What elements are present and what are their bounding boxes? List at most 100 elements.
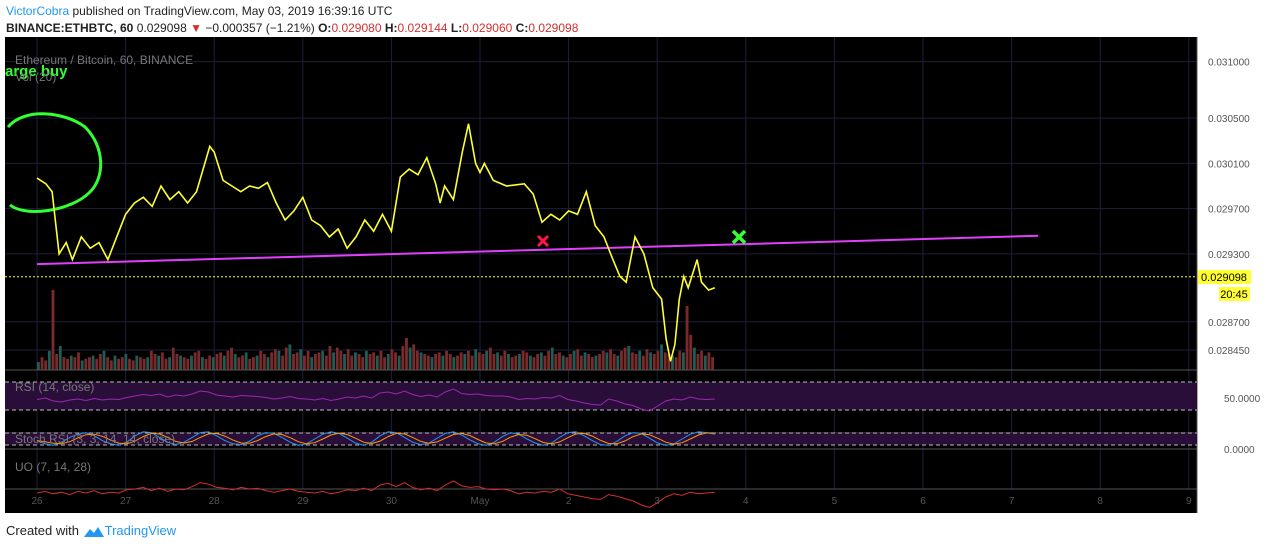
- volume-bar: [259, 350, 263, 370]
- volume-bar: [164, 358, 168, 370]
- rsi-label: RSI (14, close): [15, 380, 94, 394]
- volume-bar: [641, 355, 645, 370]
- volume-bar: [514, 355, 518, 370]
- high-value: 0.029144: [397, 21, 448, 35]
- volume-bar: [171, 347, 175, 370]
- volume-bar: [226, 350, 230, 370]
- volume-bar: [590, 357, 594, 370]
- volume-bar: [197, 350, 201, 370]
- volume-bar: [146, 357, 150, 370]
- down-triangle-icon: ▼: [190, 21, 202, 35]
- volume-bar: [248, 358, 252, 370]
- circle-annotation[interactable]: [6, 112, 103, 213]
- trend-line[interactable]: [36, 234, 1039, 266]
- volume-bar: [284, 347, 288, 370]
- volume-bar: [601, 350, 605, 370]
- volume-bar: [528, 355, 532, 370]
- volume-bar: [281, 355, 284, 370]
- volume-bar: [292, 354, 295, 370]
- volume-bar: [700, 350, 704, 370]
- chart-canvas[interactable]: arge buy Ethereum / Bitcoin, 60, BINANCE…: [5, 37, 1262, 513]
- volume-bar: [594, 355, 598, 370]
- y-tick-label: 0.028700: [1208, 318, 1250, 329]
- volume-bar: [237, 357, 241, 370]
- volume-bar: [492, 354, 496, 370]
- volume-bar: [401, 346, 405, 370]
- volume-bar: [660, 344, 663, 370]
- y-axis-ticks: 0.031000 0.030500 0.030100 0.029700 0.029300…: [1208, 58, 1250, 357]
- volume-bar: [510, 357, 514, 370]
- green-x-marker[interactable]: [731, 229, 747, 245]
- volume-bar: [139, 357, 142, 370]
- volume-bar: [299, 349, 303, 370]
- volume-bar: [113, 355, 117, 370]
- volume-bar: [678, 350, 682, 370]
- volume-bar: [547, 350, 551, 370]
- volume-bar: [98, 354, 102, 370]
- stoch-k-line: [36, 431, 715, 446]
- tradingview-brand-link[interactable]: TradingView: [104, 523, 177, 538]
- x-tick-label: 2: [566, 496, 572, 507]
- volume-bar: [332, 352, 336, 370]
- volume-bar: [437, 352, 441, 370]
- volume-bar: [317, 352, 321, 370]
- stoch-d-line: [36, 432, 715, 445]
- volume-bar: [350, 355, 354, 370]
- volume-bar: [386, 354, 390, 370]
- volume-bar: [219, 352, 223, 370]
- volume-bar: [149, 350, 153, 370]
- volume-bar: [106, 357, 110, 370]
- volume-bar: [288, 344, 292, 370]
- volume-bar: [681, 352, 685, 370]
- volume-bar: [663, 352, 667, 370]
- volume-bar: [671, 355, 674, 370]
- volume-bar: [565, 357, 569, 370]
- volume-bar: [674, 357, 678, 370]
- red-x-marker[interactable]: [536, 234, 550, 248]
- volume-bar: [211, 357, 215, 370]
- volume-bar: [44, 360, 48, 370]
- volume-bar: [328, 346, 332, 370]
- volume-bar: [397, 355, 401, 370]
- volume-bar: [233, 354, 237, 370]
- volume-bar: [550, 347, 554, 370]
- volume-bar: [91, 355, 95, 370]
- volume-bar: [364, 350, 368, 370]
- volume-bar: [488, 347, 492, 370]
- volume-bar: [124, 354, 128, 370]
- countdown-value: 20:45: [1220, 289, 1248, 301]
- volume-bar: [324, 355, 328, 370]
- volume-bar: [430, 357, 434, 370]
- volume-bar: [117, 358, 121, 370]
- volume-bar: [609, 349, 612, 370]
- volume-bar: [109, 360, 113, 370]
- volume-bar: [153, 354, 157, 370]
- volume-bar: [638, 350, 642, 370]
- stoch-band: [5, 433, 1197, 445]
- volume-bar: [405, 338, 408, 370]
- volume-bar: [711, 357, 714, 370]
- volume-bar: [84, 358, 88, 370]
- volume-bar: [539, 352, 543, 370]
- volume-bar: [270, 352, 274, 370]
- volume-bar: [160, 352, 164, 370]
- volume-bar: [47, 350, 51, 370]
- price-change: −0.000357 (−1.21%): [205, 21, 315, 35]
- volume-bar: [204, 358, 208, 370]
- volume-bar: [481, 354, 485, 370]
- y-tick-label: 0.028450: [1208, 346, 1250, 357]
- volume-bar: [394, 352, 397, 370]
- volume-bar: [262, 354, 266, 370]
- volume-bar: [536, 354, 540, 370]
- volume-bar: [485, 350, 489, 370]
- author-name[interactable]: VictorCobra: [6, 4, 70, 18]
- annotation-text[interactable]: arge buy: [5, 63, 68, 80]
- stoch-axis-value: 0.0000: [1224, 445, 1255, 456]
- main-title: Ethereum / Bitcoin, 60, BINANCE: [15, 53, 193, 67]
- volume-bar: [179, 355, 182, 370]
- open-label: O:: [318, 21, 332, 35]
- volume-bar: [616, 355, 620, 370]
- volume-bar: [569, 354, 572, 370]
- price-badge: [1198, 270, 1251, 284]
- x-tick-label: 6: [920, 496, 926, 507]
